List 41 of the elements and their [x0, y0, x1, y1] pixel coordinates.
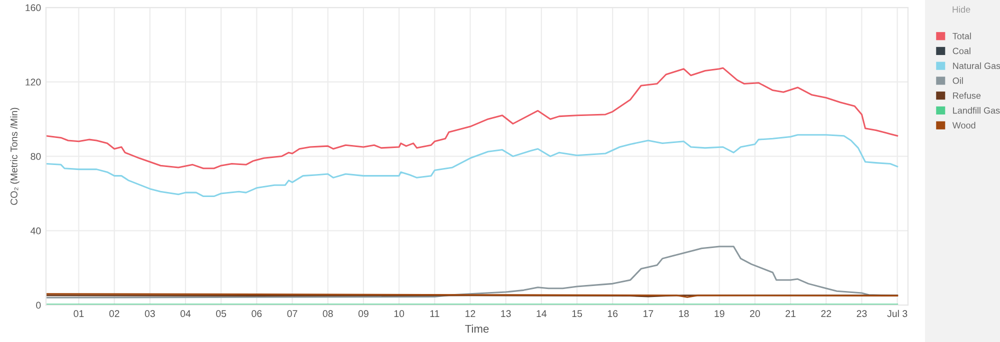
y-tick-label: 40	[30, 227, 41, 234]
x-tick-label: 01	[74, 310, 84, 318]
legend-label: Coal	[952, 48, 970, 54]
x-tick-label: 10	[394, 310, 404, 318]
y-tick-label: 160	[26, 4, 41, 12]
y-tick-label: 0	[36, 302, 41, 309]
legend-label: Wood	[952, 122, 976, 129]
x-tick-label: 15	[572, 310, 582, 318]
legend-label: Total	[952, 32, 971, 40]
legend-label: Oil	[952, 77, 963, 84]
y-tick-label: 80	[30, 153, 41, 160]
x-tick-label: 12	[466, 310, 476, 317]
y-tick-label: 120	[26, 78, 41, 86]
legend-label: Natural Gas	[953, 62, 1000, 70]
x-tick-label: 18	[679, 310, 689, 318]
line-series	[46, 67, 898, 170]
x-tick-label: 13	[501, 310, 511, 318]
x-tick-label: 19	[714, 310, 724, 318]
legend-label: Refuse	[953, 92, 981, 99]
x-tick-label: 07	[287, 310, 298, 318]
x-tick-label: 08	[322, 310, 333, 318]
x-tick-label: 05	[216, 310, 226, 318]
x-tick-label: 22	[821, 310, 832, 317]
x-axis-title: Time	[465, 324, 489, 333]
text: Hide	[952, 6, 970, 13]
x-tick-label: 02	[109, 310, 120, 318]
x-tick-label: 17	[644, 310, 654, 317]
x-tick-label: 09	[358, 310, 368, 318]
x-tick-label: 11	[430, 310, 440, 317]
line-series	[46, 134, 898, 198]
y-axis-title: CO₂ (Metric Tons /Min)	[10, 108, 20, 205]
x-tick-label: 20	[750, 310, 760, 318]
legend-label: Landfill Gas	[953, 107, 1000, 114]
x-tick-label: 23	[856, 310, 867, 318]
x-tick-label: Jul 3	[887, 310, 908, 318]
x-tick-label: 14	[536, 310, 547, 317]
x-tick-label: 03	[144, 310, 155, 318]
x-tick-label: 21	[786, 310, 796, 317]
x-tick-label: 04	[180, 310, 191, 318]
x-tick-label: 06	[252, 310, 262, 318]
x-tick-label: 16	[608, 310, 618, 318]
